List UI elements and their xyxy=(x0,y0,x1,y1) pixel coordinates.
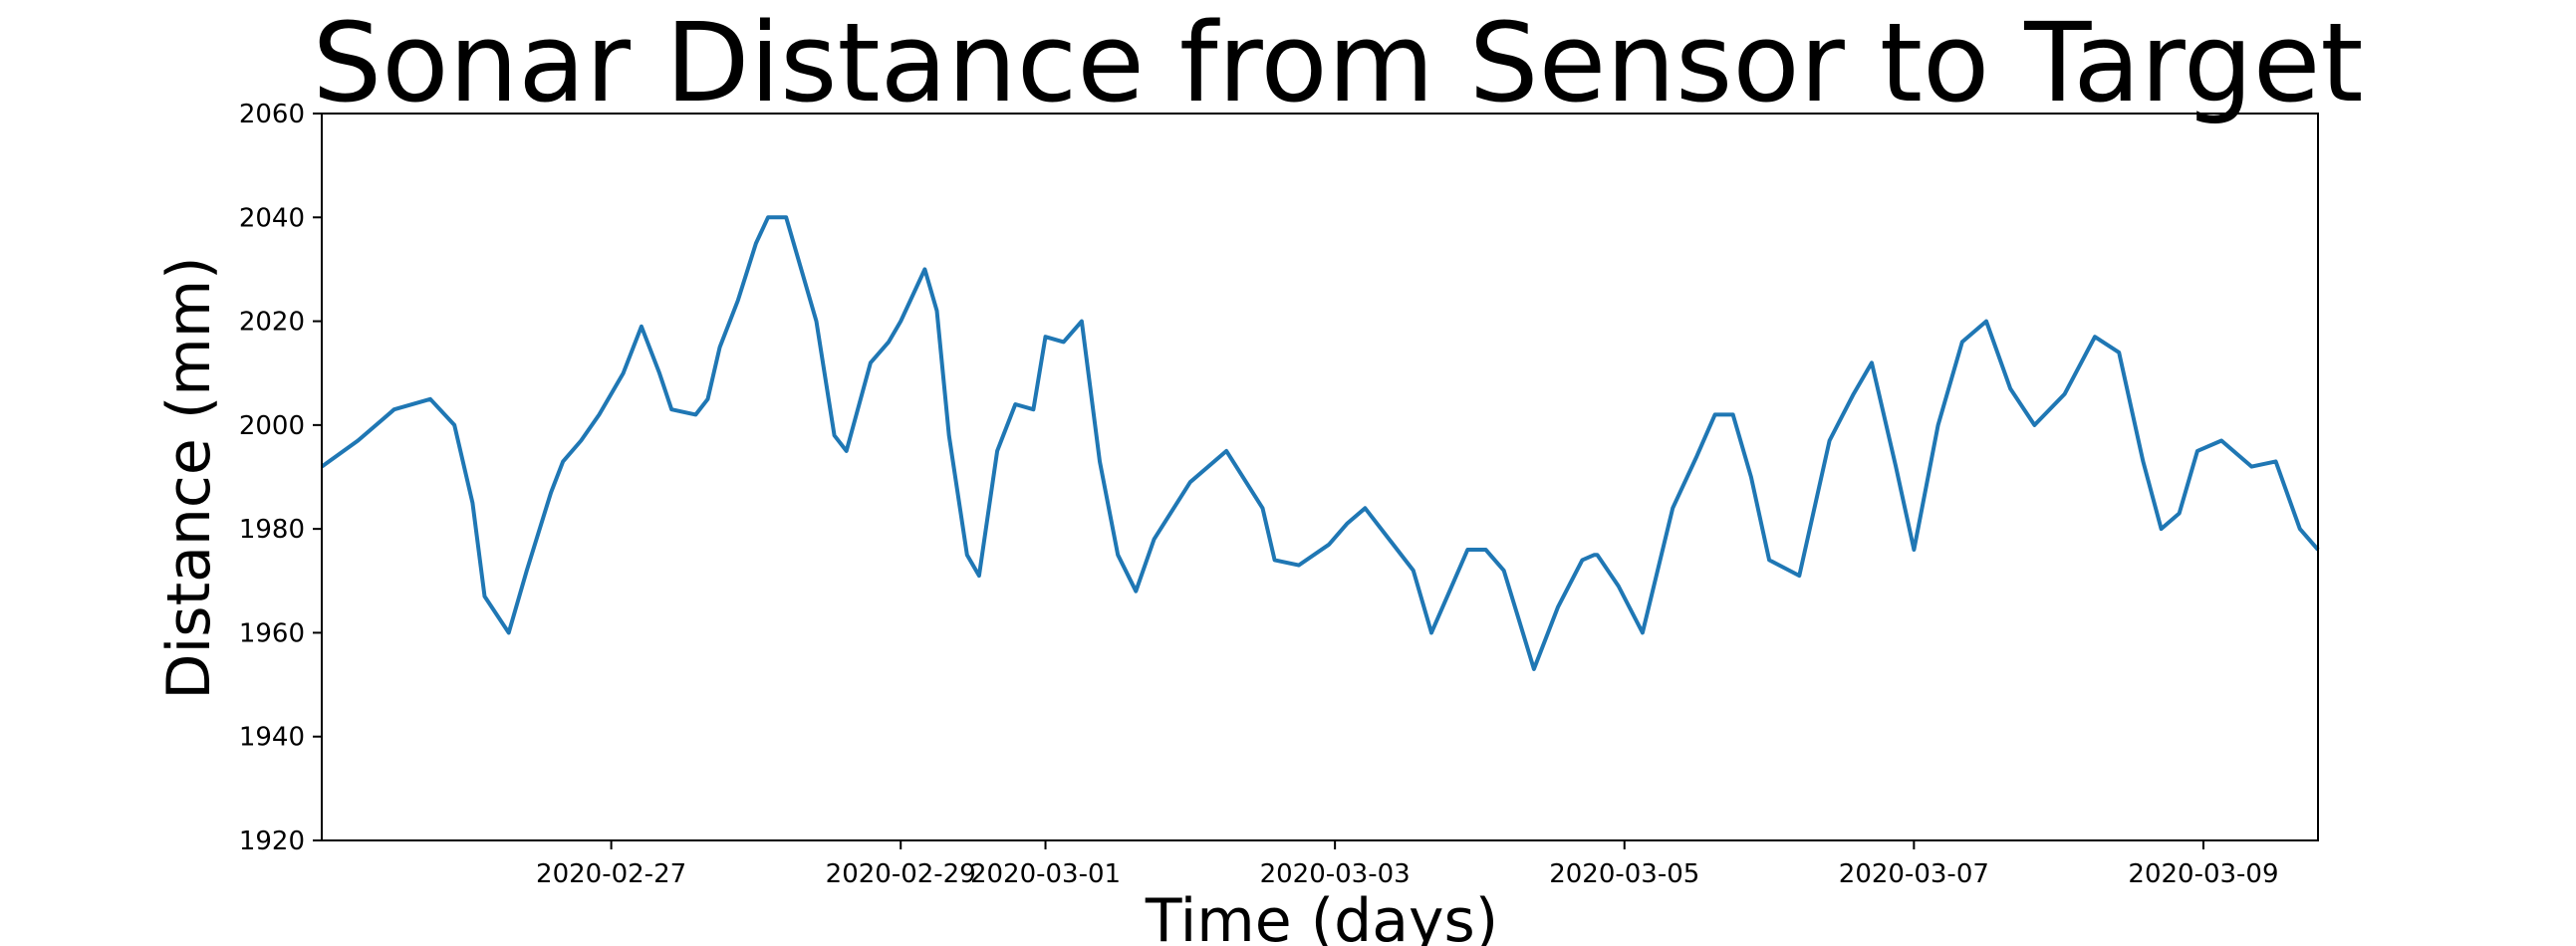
x-tick-label: 2020-02-29 xyxy=(826,859,976,889)
y-axis-ticks: 1920 1940 1960 1980 2000 2020 2040 2060 xyxy=(239,100,322,856)
series-line xyxy=(320,215,2320,671)
x-tick-label: 2020-03-01 xyxy=(970,859,1121,889)
chart-title: Sonar Distance from Sensor to Target xyxy=(312,0,2363,126)
x-axis-label: Time (days) xyxy=(1145,886,1498,946)
y-axis-label: Distance (mm) xyxy=(154,256,224,699)
y-tick-label: 1940 xyxy=(239,723,305,753)
x-tick-label: 2020-03-07 xyxy=(1839,859,1989,889)
y-tick-label: 1920 xyxy=(239,827,305,856)
y-tick-label: 2020 xyxy=(239,308,305,338)
y-tick-label: 2000 xyxy=(239,411,305,441)
x-tick-label: 2020-03-03 xyxy=(1260,859,1411,889)
x-tick-label: 2020-03-09 xyxy=(2128,859,2278,889)
plot-area-frame xyxy=(321,113,2319,841)
x-tick-label: 2020-02-27 xyxy=(536,859,686,889)
y-tick-label: 2060 xyxy=(239,100,305,129)
y-tick-label: 2040 xyxy=(239,203,305,233)
y-tick-label: 1980 xyxy=(239,515,305,545)
x-tick-label: 2020-03-05 xyxy=(1549,859,1699,889)
y-tick-label: 1960 xyxy=(239,618,305,648)
